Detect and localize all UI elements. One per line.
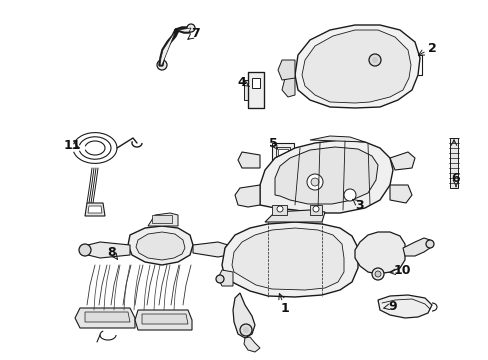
Circle shape (79, 244, 91, 256)
Polygon shape (235, 185, 260, 207)
Polygon shape (88, 206, 102, 213)
Polygon shape (294, 25, 419, 108)
Polygon shape (247, 72, 264, 108)
Polygon shape (238, 152, 260, 168)
Polygon shape (128, 226, 193, 265)
Circle shape (312, 206, 318, 212)
Polygon shape (260, 140, 392, 213)
Circle shape (368, 54, 380, 66)
Text: 9: 9 (388, 300, 397, 312)
Bar (275, 147, 289, 157)
Polygon shape (160, 28, 191, 65)
Bar (152, 215, 172, 223)
Circle shape (306, 174, 323, 190)
Bar (271, 143, 293, 161)
Circle shape (186, 24, 195, 32)
Circle shape (224, 245, 235, 255)
Text: 7: 7 (191, 27, 200, 40)
Polygon shape (142, 314, 187, 324)
Circle shape (343, 189, 355, 201)
Text: 8: 8 (107, 246, 116, 258)
Text: 2: 2 (427, 41, 435, 54)
Polygon shape (389, 152, 414, 170)
Polygon shape (85, 312, 130, 322)
Polygon shape (232, 293, 254, 338)
Circle shape (216, 275, 224, 283)
Polygon shape (278, 60, 294, 80)
Text: 4: 4 (237, 76, 246, 89)
Polygon shape (136, 232, 184, 260)
Circle shape (240, 324, 251, 336)
Polygon shape (218, 270, 232, 286)
Bar (309, 205, 321, 215)
Polygon shape (148, 213, 178, 226)
Polygon shape (264, 210, 325, 222)
Text: 10: 10 (392, 265, 410, 278)
Polygon shape (302, 30, 410, 103)
Circle shape (310, 178, 318, 186)
Polygon shape (85, 203, 105, 216)
Polygon shape (193, 242, 229, 257)
Circle shape (276, 206, 283, 212)
Polygon shape (389, 185, 411, 203)
Polygon shape (354, 232, 404, 274)
Circle shape (243, 327, 248, 333)
Circle shape (371, 268, 383, 280)
Circle shape (374, 271, 380, 277)
Text: 1: 1 (280, 302, 289, 315)
Polygon shape (282, 75, 294, 97)
Circle shape (425, 240, 433, 248)
Polygon shape (222, 222, 357, 297)
Polygon shape (377, 295, 431, 318)
Polygon shape (274, 147, 377, 204)
Polygon shape (231, 228, 343, 290)
Text: 3: 3 (355, 198, 364, 212)
Bar (271, 205, 286, 215)
Polygon shape (244, 337, 260, 352)
Text: 11: 11 (63, 139, 81, 152)
Polygon shape (309, 136, 364, 142)
Circle shape (371, 57, 377, 63)
Text: 6: 6 (451, 171, 459, 185)
Circle shape (157, 60, 167, 70)
Polygon shape (449, 138, 457, 188)
Polygon shape (251, 78, 260, 88)
Polygon shape (135, 310, 192, 330)
Polygon shape (244, 80, 247, 100)
Polygon shape (75, 308, 135, 328)
Polygon shape (85, 242, 130, 258)
Bar (278, 149, 287, 155)
Text: 5: 5 (268, 136, 277, 149)
Polygon shape (402, 238, 429, 256)
